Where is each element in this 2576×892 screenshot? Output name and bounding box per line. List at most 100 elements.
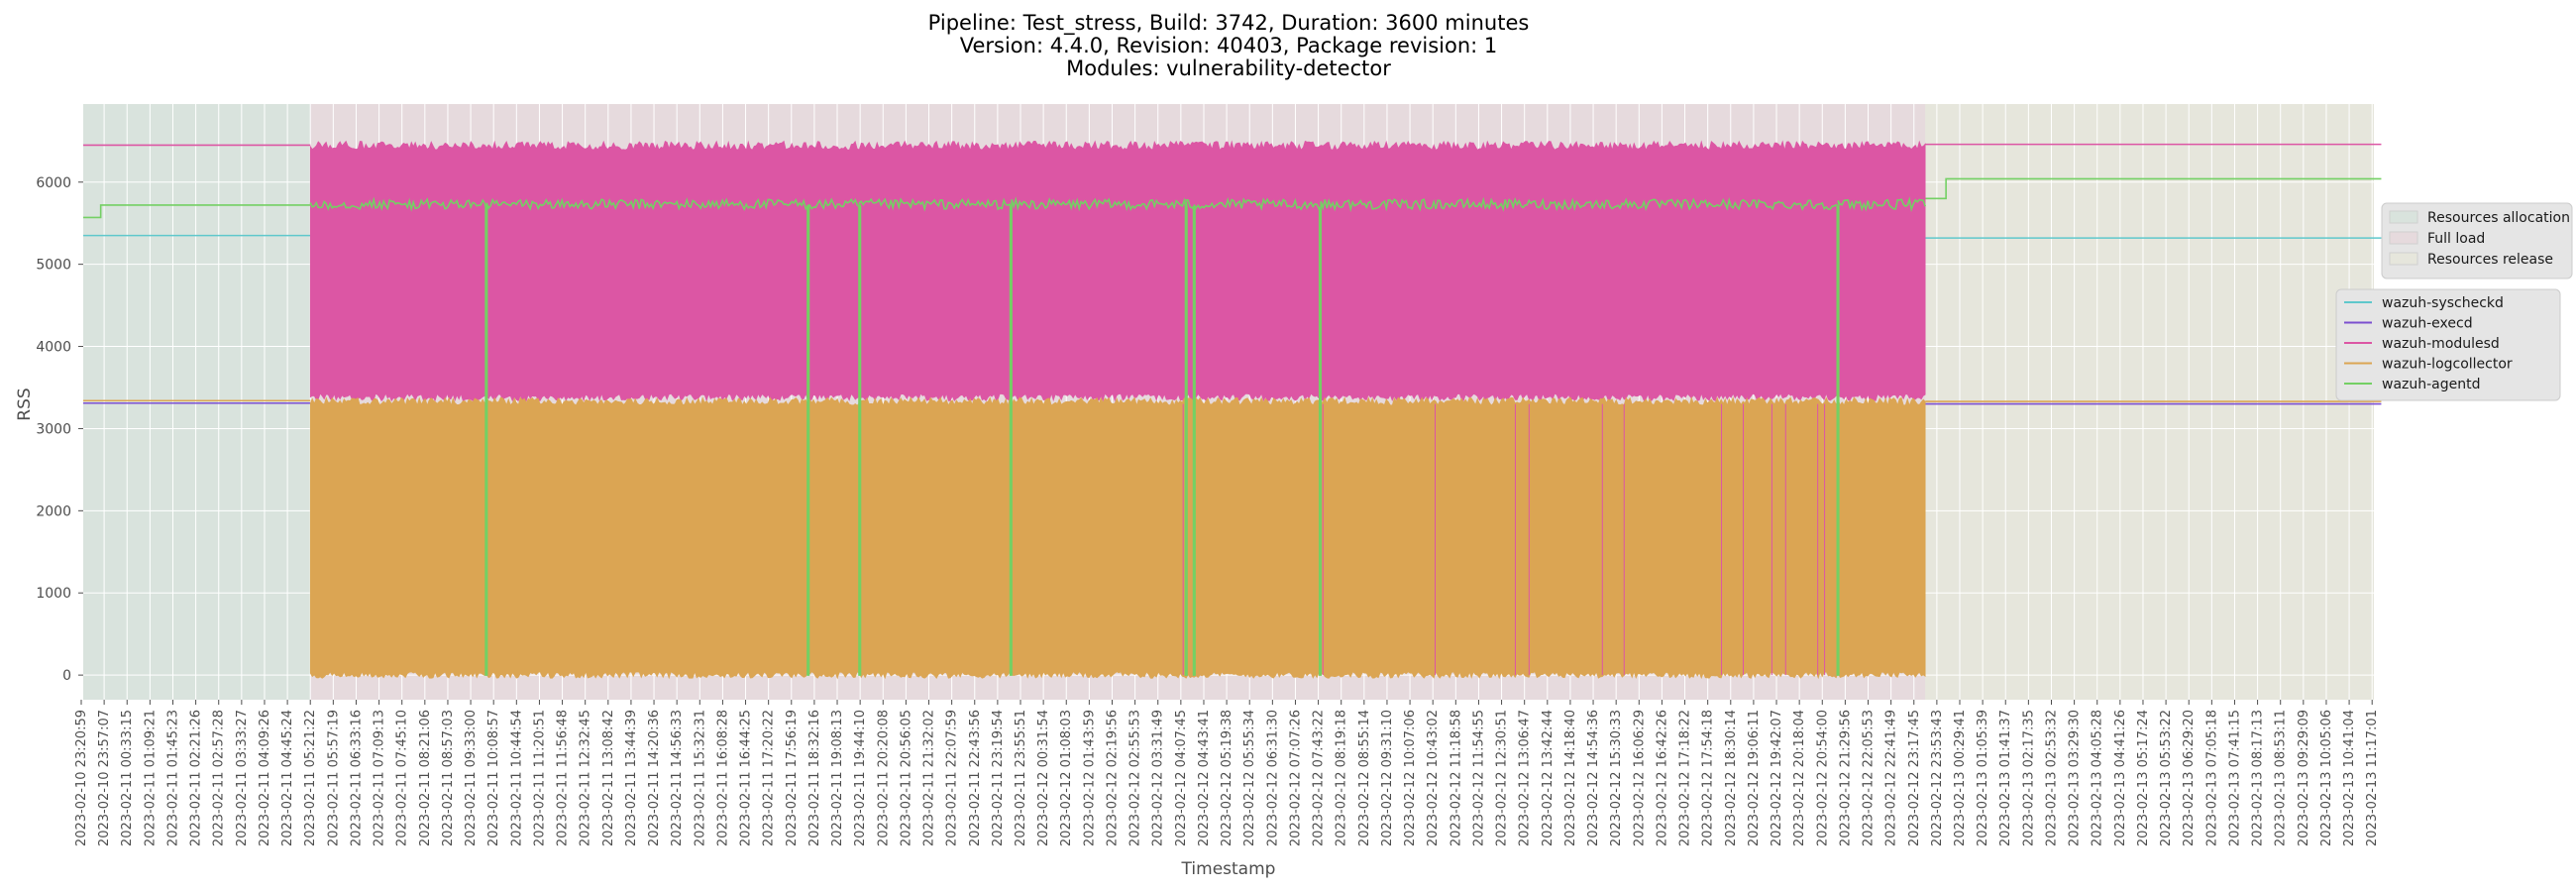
x-tick-label-34: 2023-02-11 19:44:10 (853, 710, 868, 846)
x-tick-label-94: 2023-02-13 07:41:15 (2227, 710, 2242, 846)
x-tick-label-27: 2023-02-11 15:32:31 (693, 710, 707, 846)
legend-series-label-3: wazuh-logcollector (2382, 357, 2513, 373)
x-tick-label-49: 2023-02-12 04:43:41 (1197, 710, 1212, 846)
x-tick-label-22: 2023-02-11 12:32:45 (579, 710, 593, 846)
x-tick-label-23: 2023-02-11 13:08:42 (601, 710, 616, 846)
x-tick-label-78: 2023-02-12 22:05:53 (1862, 710, 1877, 846)
y-tick-label-6: 6000 (36, 175, 71, 191)
x-tick-label-29: 2023-02-11 16:44:25 (739, 710, 754, 846)
x-tick-label-6: 2023-02-11 02:57:28 (212, 710, 227, 846)
x-tick-label-95: 2023-02-13 08:17:13 (2251, 710, 2266, 846)
x-tick-label-2: 2023-02-11 00:33:15 (120, 710, 135, 846)
x-tick-label-13: 2023-02-11 07:09:13 (373, 710, 387, 846)
x-tick-label-58: 2023-02-12 10:07:06 (1403, 710, 1418, 846)
series-line-wazuh-agentd-full-load (309, 196, 1926, 676)
legend-series-frame (2335, 288, 2561, 401)
y-tick-label-2: 2000 (36, 503, 71, 519)
x-tick-label-79: 2023-02-12 22:41:49 (1884, 710, 1899, 846)
y-tick-label-5: 5000 (36, 258, 71, 274)
x-tick-label-35: 2023-02-11 20:20:08 (876, 710, 891, 846)
x-tick-label-38: 2023-02-11 22:07:59 (945, 710, 960, 846)
x-tick-label-15: 2023-02-11 08:21:06 (418, 710, 433, 846)
x-tick-label-60: 2023-02-12 11:18:58 (1449, 710, 1463, 846)
x-tick-label-0: 2023-02-10 23:20:59 (74, 710, 89, 846)
x-tick-label-37: 2023-02-11 21:32:02 (922, 710, 937, 846)
x-tick-label-26: 2023-02-11 14:56:33 (670, 710, 685, 846)
x-tick-label-98: 2023-02-13 10:05:06 (2319, 710, 2334, 846)
x-tick-label-81: 2023-02-12 23:53:43 (1930, 710, 1945, 846)
x-tick-label-52: 2023-02-12 06:31:30 (1265, 710, 1280, 846)
x-axis-label: Timestamp (1181, 859, 1276, 879)
y-tick-label-4: 4000 (36, 340, 71, 356)
x-tick-label-10: 2023-02-11 05:21:22 (303, 710, 318, 846)
x-tick-label-14: 2023-02-11 07:45:10 (395, 710, 410, 846)
x-tick-label-42: 2023-02-12 00:31:54 (1036, 710, 1051, 846)
x-tick-label-51: 2023-02-12 05:55:34 (1242, 710, 1257, 846)
x-tick-label-40: 2023-02-11 23:19:54 (991, 710, 1006, 846)
x-tick-label-47: 2023-02-12 03:31:49 (1151, 710, 1166, 846)
chart-title-line-2: Version: 4.4.0, Revision: 40403, Package… (960, 34, 1498, 57)
x-tick-label-77: 2023-02-12 21:29:56 (1838, 710, 1853, 846)
x-tick-label-73: 2023-02-12 19:06:11 (1747, 710, 1762, 846)
x-tick-label-66: 2023-02-12 14:54:36 (1586, 710, 1601, 846)
x-tick-label-62: 2023-02-12 12:30:51 (1495, 710, 1510, 846)
series-band-wazuh-logcollector (309, 396, 1926, 680)
x-tick-label-12: 2023-02-11 06:33:16 (349, 710, 364, 846)
x-tick-label-84: 2023-02-13 01:41:37 (1998, 710, 2013, 846)
x-tick-label-71: 2023-02-12 17:54:18 (1701, 710, 1716, 846)
legend-series-label-1: wazuh-execd (2382, 316, 2473, 332)
x-tick-label-64: 2023-02-12 13:42:44 (1541, 710, 1556, 846)
x-tick-label-3: 2023-02-11 01:09:21 (143, 710, 158, 846)
x-tick-label-72: 2023-02-12 18:30:14 (1724, 710, 1739, 846)
x-tick-label-88: 2023-02-13 04:05:28 (2091, 710, 2105, 846)
y-axis-label: RSS (15, 388, 35, 420)
x-tick-label-4: 2023-02-11 01:45:23 (165, 710, 180, 846)
x-tick-label-53: 2023-02-12 07:07:26 (1288, 710, 1303, 846)
x-tick-label-55: 2023-02-12 08:19:18 (1335, 710, 1349, 846)
phase-band-0 (83, 104, 311, 700)
legend-phase-label-2: Resources release (2427, 252, 2553, 268)
x-tick-label-97: 2023-02-13 09:29:09 (2297, 710, 2311, 846)
x-tick-label-83: 2023-02-13 01:05:39 (1976, 710, 1990, 846)
x-tick-label-36: 2023-02-11 20:56:05 (899, 710, 913, 846)
y-tick-label-1: 1000 (36, 586, 71, 602)
x-tick-label-86: 2023-02-13 02:53:32 (2044, 710, 2059, 846)
legend-phases: Resources allocation Full load Resources r… (2381, 202, 2573, 279)
x-tick-label-96: 2023-02-13 08:53:11 (2274, 710, 2289, 846)
legend-series-label-2: wazuh-modulesd (2382, 336, 2500, 352)
x-tick-label-19: 2023-02-11 10:44:54 (509, 710, 524, 846)
x-tick-label-16: 2023-02-11 08:57:03 (441, 710, 456, 846)
x-tick-label-11: 2023-02-11 05:57:19 (326, 710, 341, 846)
x-tick-label-92: 2023-02-13 06:29:20 (2182, 710, 2197, 846)
x-tick-label-61: 2023-02-12 11:54:55 (1471, 710, 1486, 846)
x-tick-label-76: 2023-02-12 20:54:00 (1815, 710, 1830, 846)
series-line-wazuh-agentd-before (83, 204, 311, 219)
x-tick-label-99: 2023-02-13 10:41:04 (2342, 710, 2357, 846)
x-tick-label-50: 2023-02-12 05:19:38 (1220, 710, 1234, 846)
legend-series-label-4: wazuh-agentd (2382, 377, 2481, 392)
x-tick-label-54: 2023-02-12 07:43:22 (1312, 710, 1327, 846)
x-tick-label-46: 2023-02-12 02:55:53 (1128, 710, 1143, 846)
x-tick-label-17: 2023-02-11 09:33:00 (464, 710, 479, 846)
x-tick-label-18: 2023-02-11 10:08:57 (486, 710, 501, 846)
series-layer (83, 140, 2382, 680)
legend-phase-swatch-2 (2389, 252, 2418, 266)
chart-title: Pipeline: Test_stress, Build: 3742, Dura… (928, 11, 1530, 80)
x-tick-label-24: 2023-02-11 13:44:39 (624, 710, 639, 846)
x-tick-label-25: 2023-02-11 14:20:36 (647, 710, 662, 846)
legend-series-label-0: wazuh-syscheckd (2382, 295, 2504, 311)
x-tick-label-32: 2023-02-11 18:32:16 (807, 710, 822, 846)
x-tick-label-82: 2023-02-13 00:29:41 (1953, 710, 1968, 846)
legend-series: wazuh-syscheckd wazuh-execd wazuh-modulesd… (2335, 288, 2561, 401)
x-tick-label-45: 2023-02-12 02:19:56 (1105, 710, 1120, 846)
x-tick-label-90: 2023-02-13 05:17:24 (2136, 710, 2151, 846)
x-tick-label-41: 2023-02-11 23:55:51 (1014, 710, 1028, 846)
y-axis-ticks: 0 1000 2000 3000 4000 5000 6000 (36, 175, 83, 684)
x-tick-label-91: 2023-02-13 05:53:22 (2159, 710, 2174, 846)
chart-title-line-3: Modules: vulnerability-detector (1066, 56, 1391, 80)
x-tick-label-89: 2023-02-13 04:41:26 (2113, 710, 2128, 846)
x-tick-label-68: 2023-02-12 16:06:29 (1632, 710, 1647, 846)
legend-phase-label-1: Full load (2427, 231, 2485, 247)
